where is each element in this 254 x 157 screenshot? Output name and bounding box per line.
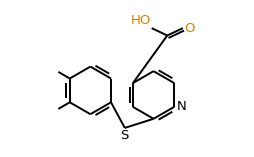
Text: O: O [184, 22, 195, 35]
Text: HO: HO [130, 14, 151, 27]
Text: S: S [121, 129, 129, 142]
Text: N: N [176, 100, 186, 113]
